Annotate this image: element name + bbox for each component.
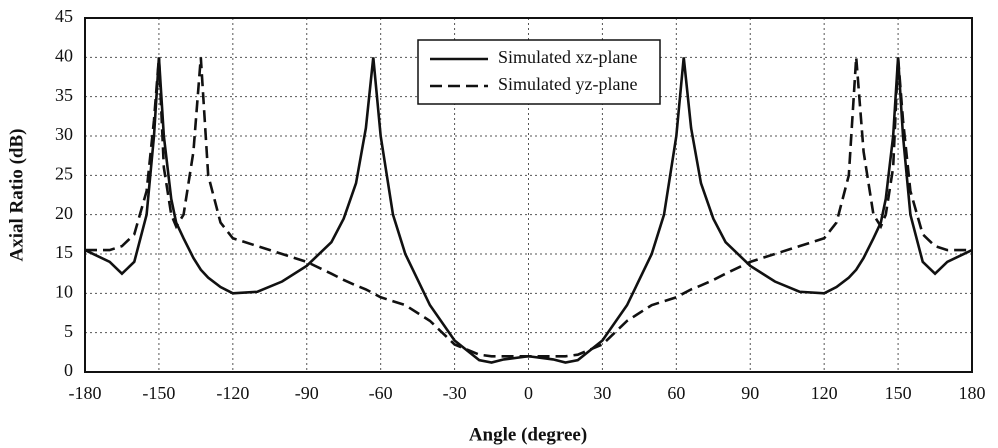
y-tick-label: 30 xyxy=(55,124,73,144)
x-tick-label: -60 xyxy=(369,383,393,403)
x-tick-label: 90 xyxy=(741,383,759,403)
data-line xyxy=(85,57,972,358)
y-tick-label: 10 xyxy=(55,281,73,301)
plot-frame xyxy=(84,17,973,373)
x-axis-title: Angle (degree) xyxy=(469,424,587,445)
y-tick-label: 25 xyxy=(55,163,73,183)
legend-box xyxy=(417,39,661,105)
y-tick-label: 0 xyxy=(64,360,73,380)
x-tick-label: 180 xyxy=(959,383,986,403)
y-tick-label: 40 xyxy=(55,45,73,65)
x-tick-label: -120 xyxy=(216,383,249,403)
x-tick-label: -150 xyxy=(142,383,175,403)
y-tick-label: 15 xyxy=(55,242,73,262)
y-axis-title: Axial Ratio (dB) xyxy=(6,129,27,262)
x-tick-label: 150 xyxy=(885,383,912,403)
y-tick-label: 45 xyxy=(55,6,73,26)
x-tick-label: 60 xyxy=(667,383,685,403)
y-tick-label: 20 xyxy=(55,203,73,223)
legend-label: Simulated xz-plane xyxy=(498,47,637,67)
y-tick-label: 5 xyxy=(64,321,73,341)
x-tick-label: 0 xyxy=(524,383,533,403)
x-tick-label: -90 xyxy=(295,383,319,403)
x-tick-label: 120 xyxy=(811,383,838,403)
x-tick-label: 30 xyxy=(593,383,611,403)
x-tick-label: -180 xyxy=(69,383,102,403)
y-tick-label: 35 xyxy=(55,85,73,105)
x-tick-label: -30 xyxy=(443,383,467,403)
legend-label: Simulated yz-plane xyxy=(498,74,637,94)
